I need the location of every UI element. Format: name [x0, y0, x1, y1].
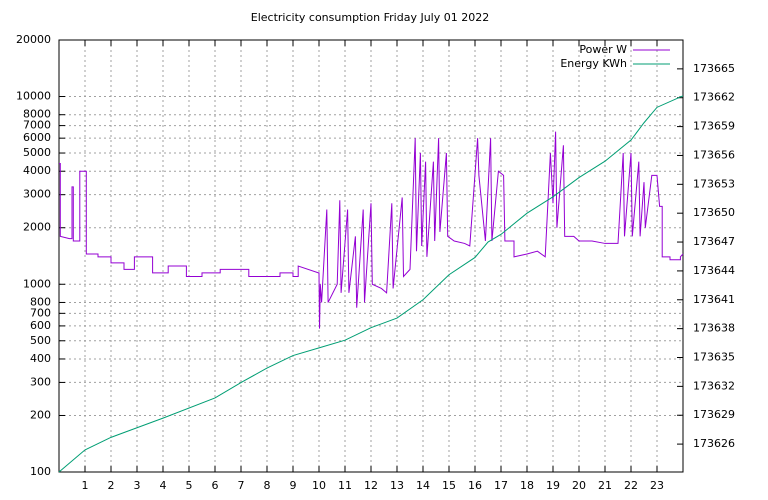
y2-tick-label: 173653 — [693, 177, 735, 190]
y2-tick-label: 173629 — [693, 408, 735, 421]
x-tick-label: 15 — [442, 479, 456, 492]
y2-tick-label: 173626 — [693, 437, 735, 450]
y-tick-label: 400 — [30, 352, 51, 365]
y2-tick-label: 173635 — [693, 351, 735, 364]
y-tick-label: 800 — [30, 295, 51, 308]
y-tick-label: 500 — [30, 334, 51, 347]
x-tick-label: 14 — [416, 479, 430, 492]
x-tick-label: 17 — [494, 479, 508, 492]
y2-tick-label: 173659 — [693, 120, 735, 133]
x-tick-label: 20 — [572, 479, 586, 492]
y-tick-label: 4000 — [23, 164, 51, 177]
y-tick-label: 300 — [30, 375, 51, 388]
x-tick-label: 19 — [546, 479, 560, 492]
y-tick-label: 2000 — [23, 221, 51, 234]
x-tick-label: 10 — [312, 479, 326, 492]
x-tick-label: 5 — [186, 479, 193, 492]
series-line — [58, 95, 684, 473]
y2-tick-label: 173650 — [693, 206, 735, 219]
y2-tick-label: 173656 — [693, 148, 735, 161]
x-tick-label: 13 — [390, 479, 404, 492]
legend-label: Power W — [579, 43, 627, 56]
x-tick-label: 23 — [650, 479, 664, 492]
y-tick-label: 700 — [30, 306, 51, 319]
x-tick-label: 21 — [598, 479, 612, 492]
y-tick-label: 100 — [30, 465, 51, 478]
y-tick-label: 7000 — [23, 119, 51, 132]
x-tick-label: 3 — [134, 479, 141, 492]
y2-tick-label: 173662 — [693, 91, 735, 104]
y-tick-label: 10000 — [16, 90, 51, 103]
x-tick-label: 9 — [290, 479, 297, 492]
y-tick-label: 600 — [30, 319, 51, 332]
x-tick-label: 8 — [264, 479, 271, 492]
y-tick-label: 3000 — [23, 188, 51, 201]
y-tick-label: 6000 — [23, 131, 51, 144]
x-tick-label: 22 — [624, 479, 638, 492]
y2-tick-label: 173665 — [693, 62, 735, 75]
x-tick-label: 7 — [238, 479, 245, 492]
x-tick-label: 2 — [108, 479, 115, 492]
y-tick-label: 5000 — [23, 146, 51, 159]
y-tick-label: 200 — [30, 408, 51, 421]
x-tick-label: 11 — [338, 479, 352, 492]
y2-tick-label: 173641 — [693, 293, 735, 306]
y2-tick-label: 173638 — [693, 322, 735, 335]
y2-tick-label: 173632 — [693, 379, 735, 392]
x-tick-label: 12 — [364, 479, 378, 492]
y2-tick-label: 173647 — [693, 235, 735, 248]
x-tick-label: 6 — [212, 479, 219, 492]
x-tick-label: 18 — [520, 479, 534, 492]
series-line — [59, 131, 684, 329]
x-tick-label: 1 — [82, 479, 89, 492]
x-tick-label: 4 — [160, 479, 167, 492]
y-tick-label: 20000 — [16, 33, 51, 46]
chart-title: Electricity consumption Friday July 01 2… — [251, 11, 489, 24]
y-tick-label: 1000 — [23, 277, 51, 290]
y-tick-label: 8000 — [23, 108, 51, 121]
y2-tick-label: 173644 — [693, 264, 735, 277]
x-tick-label: 16 — [468, 479, 482, 492]
plot-frame — [58, 39, 684, 473]
legend-label: Energy KWh — [560, 57, 627, 70]
